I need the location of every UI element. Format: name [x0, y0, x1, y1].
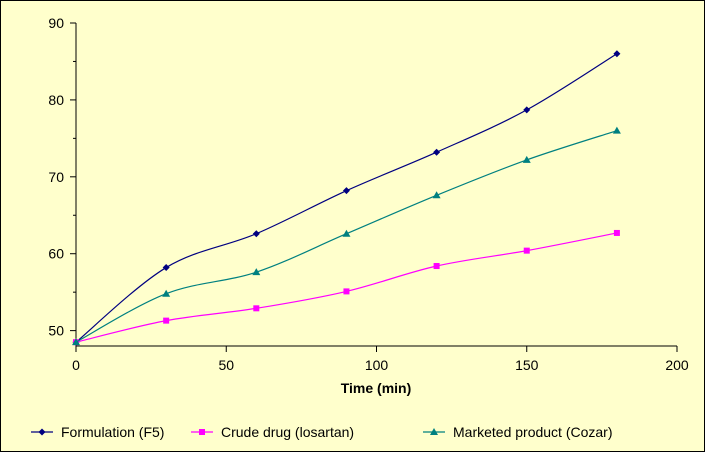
data-point-0-5	[523, 106, 531, 114]
x-axis-title: Time (min)	[341, 380, 412, 396]
data-point-0-6	[613, 50, 621, 58]
data-point-1-4	[433, 263, 440, 270]
legend-marker-2	[430, 428, 438, 435]
data-point-1-5	[523, 247, 530, 254]
data-point-1-1	[163, 317, 170, 324]
y-tick-label-60: 60	[48, 246, 64, 262]
legend-item-1: Crude drug (losartan)	[191, 424, 354, 440]
series-2	[72, 126, 621, 346]
x-tick-label-100: 100	[365, 357, 389, 373]
x-tick-label-200: 200	[665, 357, 689, 373]
x-tick-label-50: 50	[218, 357, 234, 373]
series-line-0	[75, 53, 618, 343]
legend-label-2: Marketed product (Cozar)	[453, 424, 613, 440]
x-tick-label-150: 150	[515, 357, 539, 373]
y-tick-label-90: 90	[48, 15, 64, 31]
data-point-1-2	[253, 305, 260, 312]
legend-marker-1	[199, 429, 205, 435]
series-line-1	[75, 232, 618, 343]
data-point-1-6	[613, 229, 620, 236]
legend-item-2: Marketed product (Cozar)	[423, 424, 613, 440]
y-tick-label-50: 50	[48, 323, 64, 339]
data-point-2-1	[162, 289, 171, 297]
y-tick-label-70: 70	[48, 169, 64, 185]
legend: Formulation (F5) Crude drug (losartan) Mar…	[31, 424, 613, 440]
legend-label-1: Crude drug (losartan)	[221, 424, 354, 440]
data-point-0-4	[433, 148, 441, 156]
legend-label-0: Formulation (F5)	[61, 424, 164, 440]
data-point-1-3	[343, 288, 350, 295]
data-point-0-1	[162, 264, 170, 272]
series-0	[72, 50, 621, 346]
data-point-2-6	[612, 126, 621, 134]
data-point-2-4	[432, 191, 441, 199]
data-point-2-0	[72, 338, 80, 346]
data-point-2-2	[252, 268, 261, 276]
x-tick-label-0: 0	[72, 357, 80, 373]
data-point-2-5	[522, 155, 531, 163]
data-point-0-2	[252, 230, 260, 238]
legend-item-0: Formulation (F5)	[31, 424, 164, 440]
y-tick-label-80: 80	[48, 92, 64, 108]
data-point-2-3	[342, 229, 351, 237]
data-point-0-3	[342, 187, 350, 195]
series-1	[73, 229, 620, 346]
legend-marker-0	[38, 428, 46, 436]
